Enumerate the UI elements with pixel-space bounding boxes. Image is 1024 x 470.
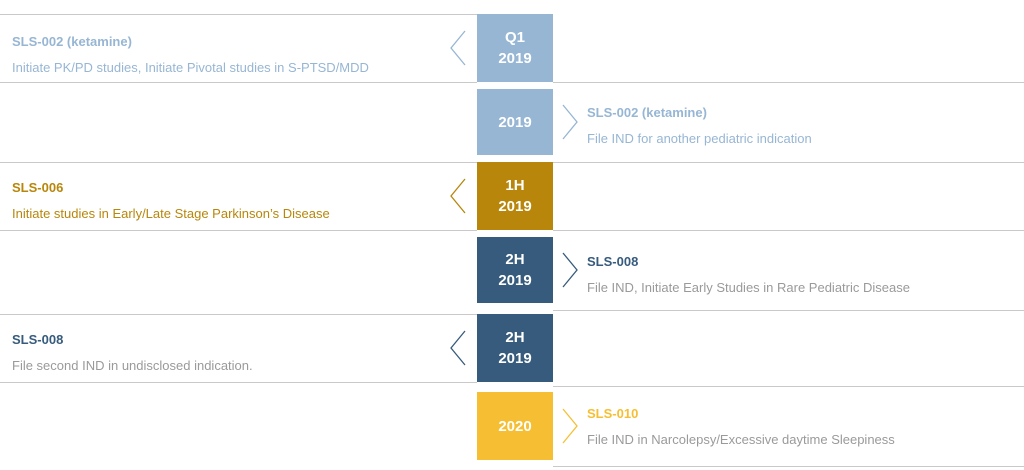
milestone-description: File IND, Initiate Early Studies in Rare…	[587, 280, 910, 295]
divider-line	[553, 466, 1024, 467]
divider-line	[553, 230, 1024, 231]
chevron-right-icon	[562, 408, 578, 444]
date-label-line1: 2H	[505, 251, 525, 268]
divider-line	[0, 382, 477, 383]
chevron-left-icon	[450, 178, 466, 214]
date-label-line2: 2019	[498, 350, 532, 367]
date-label-line2: 2019	[498, 198, 532, 215]
divider-line	[553, 82, 1024, 83]
milestone-row: 2020 SLS-010 File IND in Narcolepsy/Exce…	[0, 386, 1024, 467]
divider-line	[0, 230, 477, 231]
milestone-description: File IND for another pediatric indicatio…	[587, 131, 812, 146]
divider-line	[0, 162, 477, 163]
date-block: 2H 2019	[477, 237, 553, 303]
milestone-title: SLS-002 (ketamine)	[12, 34, 132, 49]
divider-line	[0, 314, 477, 315]
chevron-left-icon	[450, 30, 466, 66]
divider-line	[0, 14, 477, 15]
milestone-row: 1H 2019 SLS-006 Initiate studies in Earl…	[0, 162, 1024, 231]
date-block: 2H 2019	[477, 314, 553, 382]
divider-line	[553, 386, 1024, 387]
milestone-description: File second IND in undisclosed indicatio…	[12, 358, 253, 373]
date-label-line2: 2019	[498, 50, 532, 67]
milestone-title: SLS-008	[587, 254, 639, 269]
milestone-description: Initiate studies in Early/Late Stage Par…	[12, 206, 330, 221]
date-label-line1: 1H	[505, 177, 525, 194]
date-block: 2019	[477, 89, 553, 155]
date-block: 2020	[477, 392, 553, 460]
milestone-row: 2H 2019 SLS-008 File IND, Initiate Early…	[0, 230, 1024, 311]
divider-line	[553, 310, 1024, 311]
date-block: 1H 2019	[477, 162, 553, 230]
divider-line	[553, 162, 1024, 163]
chevron-right-icon	[562, 104, 578, 140]
milestone-row: 2H 2019 SLS-008 File second IND in undis…	[0, 314, 1024, 383]
milestone-row: Q1 2019 SLS-002 (ketamine) Initiate PK/P…	[0, 14, 1024, 83]
milestone-row: 2019 SLS-002 (ketamine) File IND for ano…	[0, 82, 1024, 163]
milestone-description: Initiate PK/PD studies, Initiate Pivotal…	[12, 60, 369, 75]
milestone-title: SLS-002 (ketamine)	[587, 105, 707, 120]
date-label-line2: 2019	[498, 272, 532, 289]
milestone-title: SLS-006	[12, 180, 64, 195]
divider-line	[0, 82, 477, 83]
milestone-title: SLS-008	[12, 332, 64, 347]
chevron-right-icon	[562, 252, 578, 288]
date-label-line1: 2H	[505, 329, 525, 346]
milestone-title: SLS-010	[587, 406, 639, 421]
date-label-line2: 2019	[498, 113, 532, 131]
date-label-line1: Q1	[504, 29, 525, 46]
chevron-left-icon	[450, 330, 466, 366]
date-block: Q1 2019	[477, 14, 553, 82]
date-label-line2: 2020	[498, 417, 532, 435]
milestone-description: File IND in Narcolepsy/Excessive daytime…	[587, 432, 895, 447]
